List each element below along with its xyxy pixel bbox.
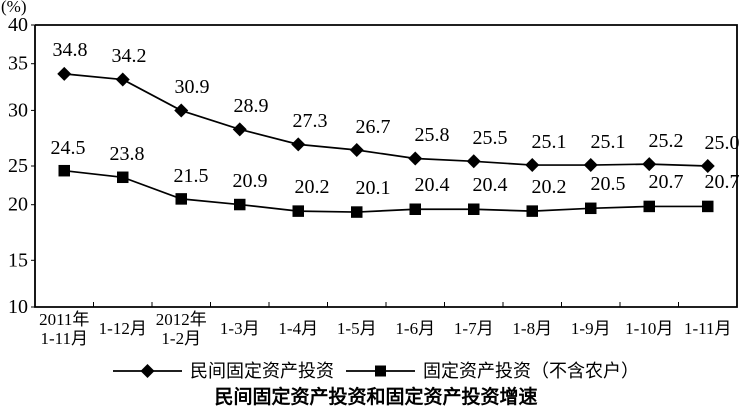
svg-text:30.9: 30.9 [175, 76, 210, 98]
svg-text:27.3: 27.3 [293, 110, 328, 132]
svg-text:1-5月: 1-5月 [337, 319, 377, 338]
svg-text:34.2: 34.2 [112, 45, 147, 67]
svg-text:1-11月: 1-11月 [684, 319, 732, 338]
svg-text:20.5: 20.5 [591, 173, 626, 195]
svg-text:21.5: 21.5 [174, 165, 209, 187]
svg-text:25.1: 25.1 [591, 131, 626, 153]
svg-text:2011年: 2011年 [39, 310, 89, 329]
svg-text:1-6月: 1-6月 [395, 319, 435, 338]
svg-text:10: 10 [8, 296, 28, 318]
svg-text:民间固定资产投资和固定资产投资增速: 民间固定资产投资和固定资产投资增速 [214, 385, 537, 408]
svg-text:30: 30 [8, 99, 28, 121]
svg-text:15: 15 [8, 249, 28, 271]
svg-text:28.9: 28.9 [234, 95, 269, 117]
svg-text:20.9: 20.9 [233, 170, 268, 192]
svg-text:20.1: 20.1 [356, 177, 391, 199]
svg-text:20.2: 20.2 [532, 176, 567, 198]
svg-text:(%): (%) [1, 0, 26, 16]
svg-text:固定资产投资（不含农户）: 固定资产投资（不含农户） [423, 361, 639, 381]
svg-text:20: 20 [8, 194, 28, 216]
svg-text:34.8: 34.8 [53, 39, 88, 61]
svg-text:20.7: 20.7 [705, 171, 740, 193]
svg-text:25: 25 [8, 155, 28, 177]
svg-text:1-10月: 1-10月 [625, 319, 673, 338]
svg-text:25.8: 25.8 [415, 124, 450, 146]
svg-text:26.7: 26.7 [356, 116, 391, 138]
svg-text:1-12月: 1-12月 [99, 319, 147, 338]
svg-text:民间固定资产投资: 民间固定资产投资 [190, 361, 334, 381]
svg-text:20.4: 20.4 [415, 174, 450, 196]
svg-text:40: 40 [8, 14, 28, 36]
svg-text:1-8月: 1-8月 [512, 319, 552, 338]
svg-text:35: 35 [8, 53, 28, 75]
svg-text:24.5: 24.5 [51, 137, 86, 159]
svg-text:23.8: 23.8 [110, 143, 145, 165]
svg-text:1-4月: 1-4月 [278, 319, 318, 338]
svg-text:25.2: 25.2 [649, 130, 684, 152]
svg-text:25.0: 25.0 [705, 132, 740, 154]
svg-text:2012年: 2012年 [156, 310, 207, 329]
svg-text:1-9月: 1-9月 [571, 319, 611, 338]
svg-text:1-3月: 1-3月 [220, 319, 260, 338]
svg-text:20.7: 20.7 [649, 171, 684, 193]
svg-text:1-2月: 1-2月 [161, 329, 201, 348]
svg-text:20.4: 20.4 [473, 174, 508, 196]
svg-text:1-11月: 1-11月 [40, 329, 88, 348]
svg-text:20.2: 20.2 [295, 176, 330, 198]
svg-text:25.1: 25.1 [532, 131, 567, 153]
svg-text:1-7月: 1-7月 [454, 319, 494, 338]
svg-text:25.5: 25.5 [473, 127, 508, 149]
